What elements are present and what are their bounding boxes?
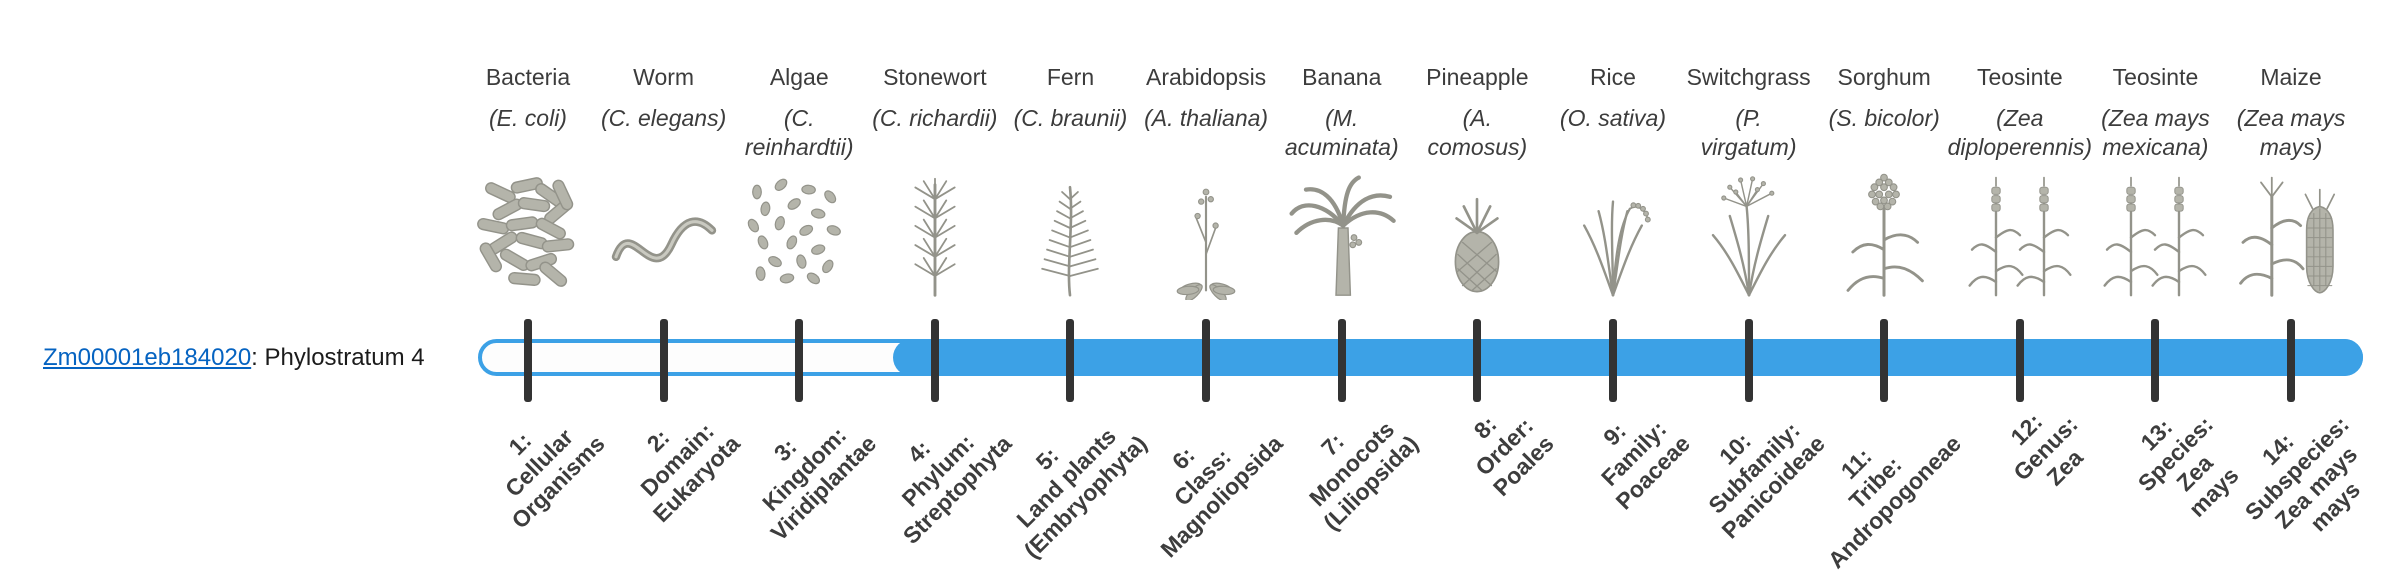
organism-scientific-name: (M. acuminata): [1284, 105, 1399, 160]
organism-scientific-name: (E. coli): [489, 105, 567, 131]
stratum-label-wrap: 8: Order: Poales: [1428, 392, 1559, 501]
organism-name: Fern: [1046, 64, 1095, 90]
stratum-column-1: Bacteria (E. coli): [433, 0, 623, 320]
stratum-label-wrap: 11: Tribe: Andropogoneae: [1733, 392, 1966, 573]
stratum-label-wrap: 7: Monocots (Liliopsida): [1244, 392, 1423, 535]
stratum-column-7: Banana (M. acuminata): [1247, 0, 1437, 320]
arabidopsis-icon: [1146, 168, 1266, 300]
stratum-column-3: Algae (C. reinhardtii): [704, 0, 894, 320]
stratum-tick-13: [2151, 319, 2160, 402]
algae-icon: [739, 168, 859, 300]
organism-name: Arabidopsis: [1146, 64, 1267, 90]
pineapple-icon: [1417, 168, 1537, 300]
organism-name: Worm: [633, 64, 695, 90]
stratum-label-wrap: 9: Family: Poaceae: [1545, 392, 1695, 515]
stratum-tick-12: [2015, 319, 2024, 402]
stratum-column-11: Sorghum (S. bicolor): [1789, 0, 1979, 320]
bacteria-icon: [468, 168, 588, 300]
organism-name: Teosinte: [2112, 64, 2199, 90]
stratum-tick-11: [1880, 319, 1889, 402]
stratum-tick-2: [659, 319, 668, 402]
gene-label: Zm00001eb184020: Phylostratum 4: [43, 344, 425, 372]
organism-name: Pineapple: [1426, 64, 1529, 90]
organism-name: Banana: [1302, 64, 1382, 90]
organism-name: Sorghum: [1837, 64, 1931, 90]
fern-icon: [1010, 168, 1130, 300]
stratum-column-14: Maize (Zea mays mays): [2196, 0, 2386, 320]
organism-name: Rice: [1589, 64, 1636, 90]
phylostratum-text: : Phylostratum 4: [251, 344, 425, 371]
stratum-tick-4: [930, 319, 939, 402]
maize-icon: [2231, 168, 2351, 300]
stratum-label-wrap: 3: Kingdom: Viridiplantae: [687, 392, 881, 546]
organism-scientific-name: (O. sativa): [1559, 105, 1666, 131]
stratum-tick-9: [1608, 319, 1617, 402]
organism-scientific-name: (C. elegans): [600, 105, 727, 131]
stratum-label-wrap: 2: Domain: Eukaryota: [577, 392, 745, 527]
organism-scientific-name: (C. reinhardtii): [744, 105, 854, 160]
stratum-column-5: Fern (C. braunii): [975, 0, 1165, 320]
gene-id-link[interactable]: Zm00001eb184020: [43, 344, 252, 371]
organism-name: Bacteria: [485, 64, 571, 90]
stratum-label-8: 8: Order: Poales: [1468, 410, 1559, 502]
organism-scientific-name: (A. comosus): [1427, 105, 1528, 160]
organism-scientific-name: (Zea mays mays): [2236, 105, 2346, 160]
stratum-tick-6: [1202, 319, 1211, 402]
stratum-column-4: Stonewort (C. richardii): [840, 0, 1030, 320]
organism-name: Algae: [769, 64, 829, 90]
stratum-column-10: Switchgrass (P. virgatum): [1654, 0, 1844, 320]
stratum-column-13: Teosinte (Zea mays mexicana): [2060, 0, 2250, 320]
stratum-label-11: 11: Tribe: Andropogoneae: [1822, 430, 1966, 574]
stratum-tick-8: [1473, 319, 1482, 402]
stratum-label-wrap: 14: Subspecies: Zea mays mays: [2181, 392, 2364, 536]
stratum-column-8: Pineapple (A. comosus): [1382, 0, 1572, 320]
organism-name: Switchgrass: [1686, 64, 1811, 90]
organism-scientific-name: (P. virgatum): [1700, 105, 1797, 160]
stratum-label-7: 7: Monocots (Liliopsida): [1304, 416, 1424, 536]
stratum-tick-10: [1744, 319, 1753, 402]
stratum-label-wrap: 6: Class: Magnoliopsida: [1070, 392, 1287, 562]
organism-name: Teosinte: [1976, 64, 2063, 90]
stratum-label-wrap: 1: Cellular Organisms: [433, 392, 610, 534]
stonewort-icon: [875, 168, 995, 300]
stratum-column-6: Arabidopsis (A. thaliana): [1111, 0, 1301, 320]
stratum-tick-14: [2287, 319, 2296, 402]
stratum-label-14: 14: Subspecies: Zea mays mays: [2239, 411, 2365, 537]
stratum-tick-5: [1066, 319, 1075, 402]
teosinte-icon: [2095, 168, 2215, 300]
rice-icon: [1553, 168, 1673, 300]
stratum-column-12: Teosinte (Zea diploperennis): [1925, 0, 2115, 320]
organism-scientific-name: (S. bicolor): [1828, 105, 1940, 131]
worm-icon: [604, 168, 724, 300]
organism-scientific-name: (C. braunii): [1013, 105, 1128, 131]
stratum-tick-3: [795, 319, 804, 402]
organism-scientific-name: (C. richardii): [872, 105, 998, 131]
banana-icon: [1282, 168, 1402, 300]
stratum-label-wrap: 12: Genus: Zea: [1966, 392, 2087, 490]
stratum-column-2: Worm (C. elegans): [569, 0, 759, 320]
sorghum-icon: [1824, 168, 1944, 300]
organism-scientific-name: (Zea mays mexicana): [2101, 105, 2210, 160]
organism-scientific-name: (A. thaliana): [1144, 105, 1269, 131]
stratum-tick-7: [1337, 319, 1346, 402]
organism-name: Maize: [2260, 64, 2322, 90]
stratum-label-wrap: 13: Species: Zea mays: [2086, 392, 2244, 522]
stratum-tick-1: [524, 319, 532, 402]
timeline-fill: [893, 339, 2363, 376]
stratum-column-9: Rice (O. sativa): [1518, 0, 1708, 320]
organism-name: Stonewort: [883, 64, 987, 90]
organism-scientific-name: (Zea diploperennis): [1947, 105, 2093, 160]
teosinte-icon: [1960, 168, 2080, 300]
switchgrass-icon: [1689, 168, 1809, 300]
